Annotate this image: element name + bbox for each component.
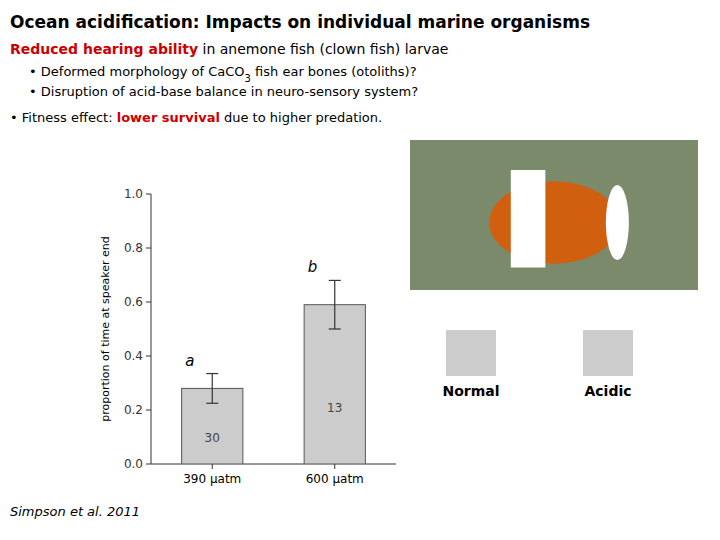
y-tick-label: 1.0 <box>124 187 143 201</box>
y-axis-line <box>151 194 152 464</box>
annotation-part: • Fitness effect: <box>10 110 117 125</box>
y-tick-label: 0.2 <box>124 403 143 417</box>
subtitle: Reduced hearing ability in anemone fish … <box>10 41 448 57</box>
annotation-part: • Deformed morphology of CaCO <box>29 64 245 79</box>
error-bar <box>329 280 341 329</box>
annotation: • Deformed morphology of CaCO3 fish ear … <box>29 64 417 84</box>
background <box>0 0 720 540</box>
chart: Ocean acidification: Impacts on individu… <box>0 0 720 540</box>
swatch <box>583 330 633 376</box>
y-tick <box>146 410 151 411</box>
error-bar-cap <box>206 373 218 374</box>
annotation-part: • Disruption of acid-base balance in neu… <box>29 84 418 99</box>
x-tick <box>334 464 335 469</box>
swatch-label: Normal <box>442 383 499 399</box>
swatch-label: Acidic <box>584 383 631 399</box>
subtitle-part: Reduced hearing ability <box>10 41 198 57</box>
y-tick <box>146 248 151 249</box>
image-stripe <box>511 170 546 268</box>
annotation: • Fitness effect: lower survival due to … <box>10 110 382 125</box>
x-tick <box>212 464 213 469</box>
bar-annotation: 30 <box>205 431 220 445</box>
y-tick-label: 0.4 <box>124 349 143 363</box>
significance-label: b <box>308 258 318 276</box>
axes: 0.0 0.2 0.4 0.6 0.8 1.0 proportion of time at … <box>99 187 396 486</box>
y-tick <box>146 302 151 303</box>
bar-texts: 30 a 13 b <box>185 258 342 444</box>
error-bar-cap <box>329 280 341 281</box>
image-background <box>410 140 698 290</box>
error-bar-stem <box>334 280 335 329</box>
annotation-part: due to higher predation. <box>220 110 382 125</box>
bar-annotation: 13 <box>327 401 342 415</box>
x-tick-label: 600 μatm <box>306 472 364 486</box>
y-tick-label: 0.0 <box>124 457 143 471</box>
y-axis-label: proportion of time at speaker end <box>99 236 112 422</box>
image-fish <box>489 181 619 264</box>
y-tick-label: 0.8 <box>124 241 143 255</box>
error-bar <box>206 374 218 404</box>
annotation-part: lower survival <box>117 110 220 125</box>
title: Ocean acidification: Impacts on individu… <box>10 12 590 32</box>
subtitle-part: in anemone fish (clown fish) larvae <box>198 41 448 57</box>
bars <box>182 280 366 464</box>
y-tick-label: 0.6 <box>124 295 143 309</box>
y-tick <box>146 356 151 357</box>
error-bar-stem <box>212 374 213 404</box>
x-tick-label: 390 μatm <box>183 472 241 486</box>
image-stripe <box>606 185 629 260</box>
annotation: • Disruption of acid-base balance in neu… <box>29 84 418 99</box>
significance-label: a <box>185 352 194 370</box>
annotation-part: fish ear bones (otoliths)? <box>251 64 417 79</box>
bar <box>304 305 365 464</box>
error-bar-cap <box>329 328 341 329</box>
image-placeholder <box>410 140 698 290</box>
y-tick <box>146 464 151 465</box>
y-tick <box>146 194 151 195</box>
swatch <box>446 330 496 376</box>
error-bar-cap <box>206 403 218 404</box>
citation: Simpson et al. 2011 <box>10 504 140 519</box>
